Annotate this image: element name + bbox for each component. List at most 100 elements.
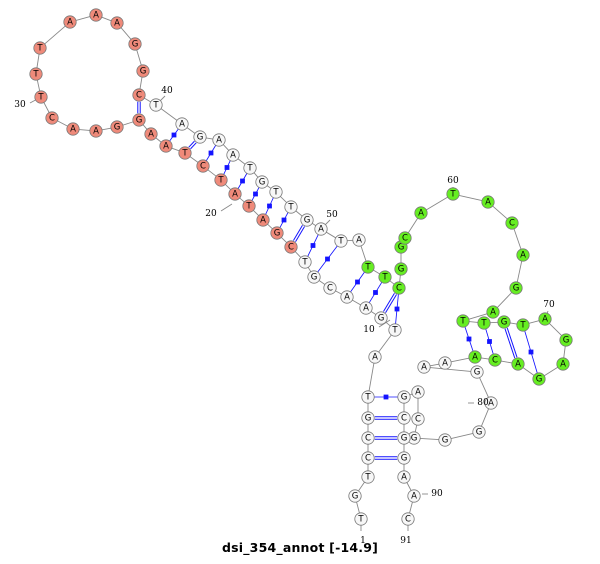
base-node[interactable]: A [411,385,425,399]
base-node[interactable]: T [33,41,47,55]
base-node[interactable]: T [178,146,192,160]
base-node[interactable]: G [136,64,150,78]
base-node[interactable]: T [149,98,163,112]
base-node[interactable]: C [196,159,210,173]
base-node[interactable]: A [228,187,242,201]
base-node[interactable]: A [511,357,525,371]
base-node[interactable]: A [468,350,482,364]
base-letter: G [136,115,143,125]
base-node[interactable]: A [438,356,452,370]
base-node[interactable]: G [255,175,269,189]
base-node[interactable]: T [456,314,470,328]
base-node[interactable]: A [314,222,328,236]
base-node[interactable]: T [388,323,402,337]
base-node[interactable]: A [110,16,124,30]
base-node[interactable]: C [361,451,375,465]
base-letter: T [357,514,364,524]
base-node[interactable]: A [89,8,103,22]
base-node[interactable]: G [532,372,546,386]
base-node[interactable]: T [361,470,375,484]
base-node[interactable]: A [89,124,103,138]
base-node[interactable]: C [392,281,406,295]
base-node[interactable]: A [414,206,428,220]
base-node[interactable]: A [212,133,226,147]
base-letter: G [398,264,405,274]
base-node[interactable]: C [398,231,412,245]
base-letter: G [411,433,418,443]
backbone-link [373,269,380,275]
base-node[interactable]: G [270,226,284,240]
backbone-link [36,79,41,92]
base-node[interactable]: G [397,390,411,404]
base-node[interactable]: T [334,234,348,248]
base-node[interactable]: A [144,127,158,141]
base-node[interactable]: T [284,200,298,214]
base-node[interactable]: A [368,350,382,364]
base-node[interactable]: G [128,37,142,51]
base-node[interactable]: T [516,318,530,332]
base-node[interactable]: C [401,512,415,526]
base-node[interactable]: A [359,301,373,315]
base-node[interactable]: T [242,199,256,213]
base-node[interactable]: A [397,470,411,484]
backbone-link [389,280,395,285]
base-node[interactable]: G [300,213,314,227]
base-node[interactable]: A [340,290,354,304]
base-node[interactable]: C [132,88,146,102]
base-node[interactable]: G [110,120,124,134]
base-node[interactable]: C [284,240,298,254]
base-node[interactable]: T [354,512,368,526]
base-node[interactable]: T [29,67,43,81]
base-node[interactable]: A [481,195,495,209]
base-node[interactable]: T [477,316,491,330]
base-node[interactable]: G [397,431,411,445]
base-node[interactable]: G [559,333,573,347]
base-node[interactable]: A [417,360,431,374]
base-node[interactable]: A [63,15,77,29]
base-node[interactable]: C [323,281,337,295]
base-node[interactable]: T [269,185,283,199]
base-node[interactable]: A [175,117,189,131]
base-node[interactable]: A [484,396,498,410]
base-circle [89,124,103,138]
base-node[interactable]: C [45,111,59,125]
base-node[interactable]: A [538,312,552,326]
base-node[interactable]: T [34,90,48,104]
base-node[interactable]: T [243,161,257,175]
base-node[interactable]: T [214,173,228,187]
base-node[interactable]: A [226,148,240,162]
base-node[interactable]: T [361,260,375,274]
base-node[interactable]: C [361,431,375,445]
base-node[interactable]: G [470,365,484,379]
base-node[interactable]: G [374,311,388,325]
base-node[interactable]: G [472,425,486,439]
base-node[interactable]: G [348,489,362,503]
base-node[interactable]: C [411,412,425,426]
base-node[interactable]: G [397,451,411,465]
base-node[interactable]: G [394,262,408,276]
base-node[interactable]: G [509,281,523,295]
base-node[interactable]: A [486,305,500,319]
base-node[interactable]: G [193,130,207,144]
base-node[interactable]: G [438,433,452,447]
base-node[interactable]: A [556,357,570,371]
base-node[interactable]: A [159,139,173,153]
base-node[interactable]: C [505,216,519,230]
base-node[interactable]: T [446,187,460,201]
base-node[interactable]: A [516,248,530,262]
base-node[interactable]: C [488,353,502,367]
base-node[interactable]: G [132,113,146,127]
base-node[interactable]: T [378,270,392,284]
base-node[interactable]: A [407,489,421,503]
base-node[interactable]: T [361,390,375,404]
base-node[interactable]: G [361,411,375,425]
base-node[interactable]: T [298,255,312,269]
base-node[interactable]: A [256,213,270,227]
base-node[interactable]: G [497,315,511,329]
base-node[interactable]: G [307,270,321,284]
base-letter: T [301,257,308,267]
base-node[interactable]: C [397,411,411,425]
base-node[interactable]: A [352,233,366,247]
base-node[interactable]: A [66,122,80,136]
base-letter: T [245,201,252,211]
